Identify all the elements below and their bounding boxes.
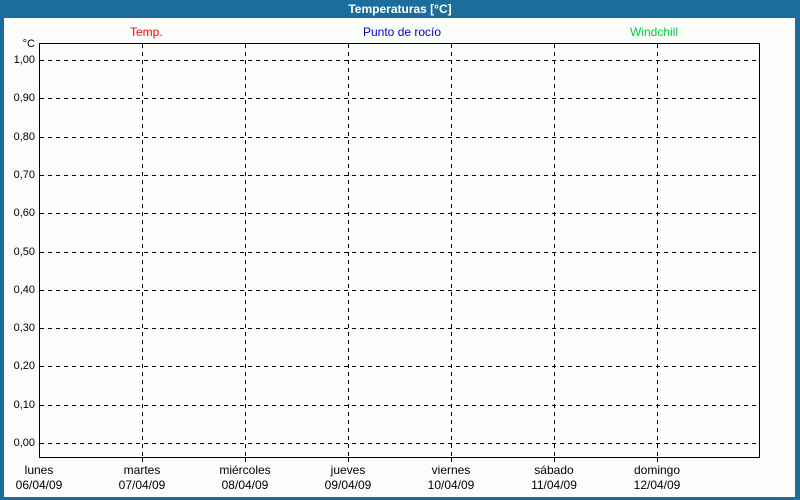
h-gridline: [40, 328, 759, 330]
day-date: 11/04/09: [531, 478, 577, 492]
day-label: lunes 06/04/09: [16, 463, 63, 493]
y-tick-label: 0,50: [13, 245, 35, 258]
day-date: 06/04/09: [15, 478, 63, 492]
day-name: viernes: [431, 463, 471, 477]
day-name: sábado: [534, 463, 574, 477]
day-label: sábado 11/04/09: [531, 463, 577, 493]
day-date: 08/04/09: [221, 478, 269, 492]
x-axis-tick: [657, 458, 658, 462]
y-tick-label: 0,20: [13, 360, 35, 373]
day-label: jueves 09/04/09: [325, 463, 372, 493]
day-date: 10/04/09: [427, 478, 475, 492]
h-gridline: [40, 136, 759, 138]
y-tick-label: 1,00: [13, 54, 35, 66]
y-tick-label: 0,90: [13, 92, 35, 105]
series-layer: [40, 44, 759, 457]
title-bar: Temperaturas [°C]: [0, 0, 800, 18]
h-gridline: [40, 366, 759, 368]
v-gridline: [451, 44, 452, 457]
day-label: martes 07/04/09: [119, 463, 166, 493]
legend-item: Temp.: [130, 25, 163, 39]
y-tick-label: 0,10: [13, 398, 35, 411]
v-gridline: [245, 44, 246, 457]
y-tick-label: 0,40: [13, 283, 35, 296]
day-label: viernes 10/04/09: [428, 463, 475, 493]
x-axis-tick: [142, 458, 143, 462]
day-name: lunes: [24, 463, 54, 477]
x-axis-tick: [348, 458, 349, 462]
h-gridline: [40, 251, 759, 253]
legend-item: Punto de rocío: [363, 25, 442, 39]
v-gridline: [657, 44, 658, 457]
x-axis-tick: [554, 458, 555, 462]
day-date: 09/04/09: [324, 478, 372, 492]
y-tick-label: 0,00: [13, 437, 35, 449]
window-title: Temperaturas [°C]: [348, 2, 452, 16]
h-gridline: [40, 443, 759, 444]
y-tick-label: 0,80: [13, 130, 35, 143]
v-gridline: [142, 44, 143, 457]
day-label: miércoles 08/04/09: [219, 463, 270, 493]
day-name: miércoles: [219, 463, 271, 477]
legend-item: Windchill: [630, 25, 679, 39]
y-tick-label: 0,60: [13, 207, 35, 220]
h-gridline: [40, 60, 759, 61]
content-area: Temp. Punto de rocío Windchill °C 1,00 0,90…: [4, 18, 795, 497]
y-tick-label: 0,70: [13, 168, 35, 181]
x-axis-tick: [451, 458, 452, 462]
day-name: domingo: [633, 463, 681, 477]
plot-area: [39, 43, 760, 458]
v-gridline: [348, 44, 349, 457]
h-gridline: [40, 213, 759, 215]
day-name: martes: [123, 463, 161, 477]
y-tick-label: 0,30: [13, 322, 35, 335]
day-label: domingo 12/04/09: [634, 463, 681, 493]
day-date: 07/04/09: [118, 478, 166, 492]
day-date: 12/04/09: [633, 478, 681, 492]
h-gridline: [40, 174, 759, 176]
x-axis-tick: [245, 458, 246, 462]
y-axis-unit-label: °C: [22, 38, 35, 50]
h-gridline: [40, 404, 759, 406]
day-name: jueves: [330, 463, 366, 477]
h-gridline: [40, 289, 759, 291]
v-gridline: [554, 44, 555, 457]
h-gridline: [40, 98, 759, 100]
